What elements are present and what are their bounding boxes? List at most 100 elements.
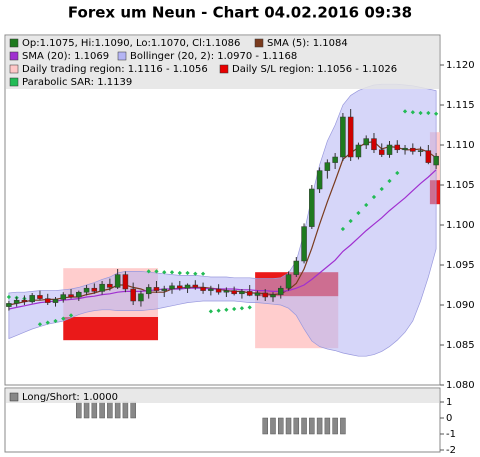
legend-swatch bbox=[9, 64, 19, 74]
y-tick-label: 1.100 bbox=[446, 220, 475, 231]
candle-body bbox=[208, 288, 214, 291]
candle-body bbox=[200, 287, 206, 291]
legend-swatch bbox=[9, 51, 19, 61]
candle-body bbox=[371, 138, 377, 151]
candle-body bbox=[410, 147, 416, 152]
candle-body bbox=[231, 290, 237, 295]
bar bbox=[278, 417, 284, 435]
y-tick-label: 1 bbox=[446, 397, 452, 408]
candle-body bbox=[6, 303, 12, 307]
candle-body bbox=[270, 294, 276, 298]
sar-dot bbox=[387, 178, 392, 184]
bar bbox=[130, 401, 136, 419]
y-tick-label: 0 bbox=[446, 413, 452, 424]
y-tick-label: 1.095 bbox=[446, 260, 475, 271]
legend-box bbox=[6, 36, 439, 89]
candle-body bbox=[37, 295, 43, 299]
bar bbox=[122, 401, 129, 419]
sar-dot bbox=[379, 186, 384, 192]
candle-body bbox=[107, 283, 113, 288]
candle-body bbox=[215, 288, 222, 293]
candle-body bbox=[114, 274, 121, 288]
bar bbox=[91, 401, 98, 419]
y-tick-label: 1.115 bbox=[446, 100, 475, 111]
sar-dot bbox=[348, 218, 353, 224]
candle-body bbox=[21, 299, 28, 303]
sar-dot bbox=[146, 269, 151, 274]
sar-dot bbox=[200, 271, 206, 276]
candle-body bbox=[363, 138, 369, 146]
candle-body bbox=[394, 144, 401, 151]
legend-swatch bbox=[9, 38, 19, 48]
candle-body bbox=[76, 291, 82, 298]
sar-dot bbox=[169, 270, 175, 275]
candle-body bbox=[324, 162, 331, 171]
sar-dot bbox=[232, 306, 237, 312]
candle-body bbox=[262, 292, 268, 298]
panel: 1 0 -1 -2 Long/Short: 1.0000 bbox=[6, 389, 456, 456]
sar-dot bbox=[247, 305, 252, 310]
legend-swatch bbox=[219, 64, 229, 74]
candle-body bbox=[278, 287, 284, 295]
chart-title: Forex um Neun - Chart 04.02.2016 09:38 bbox=[68, 4, 412, 22]
candle-body bbox=[285, 274, 292, 289]
plot-area bbox=[6, 83, 440, 357]
indicator-line bbox=[8, 169, 437, 310]
legend-label: Parabolic SAR: 1.1139 bbox=[22, 77, 132, 88]
sar-dot bbox=[239, 306, 245, 311]
bar bbox=[262, 417, 268, 435]
bar bbox=[301, 417, 307, 435]
candle-body bbox=[99, 283, 105, 292]
bar bbox=[340, 417, 346, 435]
sar-dot bbox=[364, 202, 369, 208]
candle-body bbox=[192, 284, 199, 288]
sar-dot bbox=[193, 271, 198, 276]
candle-body bbox=[386, 144, 393, 155]
bar bbox=[285, 417, 292, 435]
bar bbox=[316, 417, 323, 435]
candle-body bbox=[91, 287, 98, 292]
candle-body bbox=[13, 299, 20, 304]
candle-body bbox=[340, 116, 346, 158]
candle-body bbox=[60, 294, 67, 300]
y-tick-label: 1.090 bbox=[446, 300, 475, 311]
y-tick-label: 1.120 bbox=[446, 60, 475, 71]
candle-body bbox=[130, 288, 136, 302]
candle-body bbox=[68, 294, 74, 298]
candle-body bbox=[355, 144, 362, 158]
candle-body bbox=[309, 188, 315, 227]
region bbox=[63, 317, 159, 341]
sar-dot bbox=[395, 170, 400, 176]
candle-body bbox=[316, 170, 323, 190]
sar-dot bbox=[340, 226, 346, 232]
sar-dot bbox=[371, 194, 377, 200]
bar bbox=[76, 401, 82, 419]
candle-body bbox=[417, 150, 424, 152]
legend-box bbox=[6, 389, 439, 403]
legend-label: SMA (20): 1.1069 bbox=[22, 51, 109, 62]
legend-swatch bbox=[9, 392, 19, 402]
candle-body bbox=[83, 287, 90, 293]
sar-dot bbox=[154, 269, 159, 274]
candle-body bbox=[138, 293, 144, 302]
panel-title: Long/Short: 1.0000 bbox=[22, 392, 118, 403]
candle-body bbox=[52, 299, 59, 303]
legend-label: Daily trading region: 1.1116 - 1.1056 bbox=[22, 64, 208, 75]
sar-dot bbox=[208, 309, 213, 314]
sar-dot bbox=[177, 270, 182, 276]
candle-body bbox=[332, 156, 338, 163]
candle-body bbox=[161, 288, 167, 291]
y-tick-label: 1.085 bbox=[446, 340, 475, 351]
candle-body bbox=[153, 287, 160, 291]
bar bbox=[332, 417, 338, 435]
bar bbox=[107, 401, 113, 419]
sar-dot bbox=[162, 270, 167, 275]
candle-body bbox=[44, 298, 51, 303]
legend-swatch bbox=[117, 51, 127, 61]
candle-body bbox=[254, 292, 261, 296]
candle-body bbox=[402, 147, 408, 151]
sar-dot bbox=[356, 210, 361, 216]
candle-body bbox=[29, 295, 35, 303]
candle-body bbox=[378, 149, 385, 155]
